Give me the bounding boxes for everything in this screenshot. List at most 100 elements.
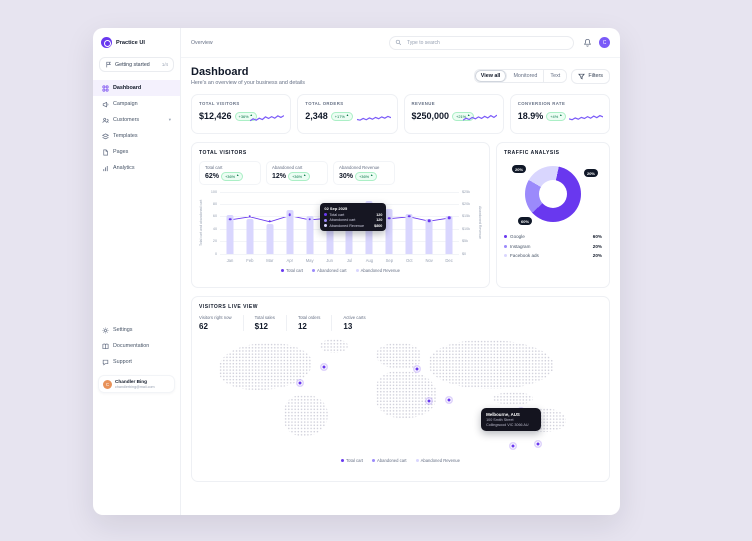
- line-point: [427, 219, 431, 222]
- bar-Sep[interactable]: [385, 208, 393, 254]
- card-title: TRAFFIC ANALYSIS: [504, 150, 560, 156]
- flag-icon: [105, 61, 112, 68]
- map-pin[interactable]: [446, 397, 452, 403]
- up-arrow-icon: ▲: [249, 113, 253, 118]
- page-subtitle: Here's an overview of your business and …: [191, 80, 305, 86]
- chat-icon: [102, 359, 109, 366]
- chart-plot-area[interactable]: 02 Sep 2025 Total cart 120 Abandoned cart…: [220, 191, 459, 255]
- map-pin[interactable]: [535, 441, 541, 447]
- traffic-legend-row-instagram: Instagram 20%: [504, 244, 602, 249]
- line-point: [447, 216, 451, 219]
- notifications-button[interactable]: [581, 37, 593, 49]
- sidebar-item-templates[interactable]: Templates: [93, 128, 180, 144]
- bar-May[interactable]: [306, 216, 314, 254]
- world-map[interactable]: Melbourne, AUS 100 Smith Street Collingw…: [199, 337, 602, 453]
- stat-value: $12,426: [199, 111, 232, 121]
- sidebar-item-label: Pages: [113, 149, 129, 155]
- metric-abandoned-cart: Abandoned cart 12% +36% ▲: [266, 161, 328, 185]
- sidebar-item-label: Documentation: [113, 343, 150, 349]
- bar-Mar[interactable]: [266, 223, 274, 254]
- layers-icon: [102, 132, 109, 140]
- line-point: [308, 218, 311, 221]
- sidebar-item-support[interactable]: Support: [93, 354, 180, 370]
- stat-card-revenue: REVENUE $250,000 +21% ▲: [403, 94, 504, 134]
- sidebar-item-campaign[interactable]: Campaign: [93, 96, 180, 112]
- file-icon: [102, 149, 109, 156]
- sidebar-item-getting-started[interactable]: Getting started 1/4: [99, 57, 174, 72]
- bar-chart-icon: [102, 165, 109, 172]
- card-title: VISITORS LIVE VIEW: [199, 304, 258, 310]
- sidebar-item-pages[interactable]: Pages: [93, 144, 180, 160]
- donut-label: 20%: [512, 165, 527, 173]
- monitored-button[interactable]: Monitored: [507, 70, 545, 82]
- metric-total-cart: Total cart 62% +36% ▲: [199, 161, 261, 185]
- chart-metrics-row: Total cart 62% +36% ▲ Abandoned cart 12% …: [199, 161, 482, 185]
- search-icon: [395, 39, 402, 46]
- user-avatar: C: [103, 379, 112, 389]
- sidebar-item-label: Customers: [113, 117, 140, 123]
- legend-dot: [341, 458, 345, 462]
- brand-logo-icon: [101, 37, 112, 48]
- continent-southeast-asia: [493, 392, 534, 405]
- donut-label: 60%: [518, 217, 533, 225]
- sidebar-item-label: Analytics: [113, 165, 135, 171]
- sidebar-footer: Settings Documentation Support C Chandle…: [93, 322, 180, 394]
- search-box[interactable]: [389, 35, 574, 50]
- page-header: Dashboard Here's an overview of your bus…: [181, 58, 620, 91]
- continent-africa: [376, 371, 437, 418]
- gear-icon: [102, 327, 109, 334]
- live-legend: Total cart Abandoned cart Abandoned Reve…: [199, 458, 602, 463]
- topbar: Overview C: [181, 28, 620, 58]
- bar-chart: Total cart and abandoned cart 100 80 60 40 2…: [199, 190, 482, 263]
- sidebar-item-settings[interactable]: Settings: [93, 322, 180, 338]
- bar-Feb[interactable]: [246, 219, 254, 254]
- bar-Dec[interactable]: [445, 216, 453, 254]
- sparkline-chart: [463, 113, 497, 126]
- up-arrow-icon: ▲: [345, 113, 349, 118]
- legend-dot: [312, 268, 316, 272]
- map-pin[interactable]: [297, 380, 303, 386]
- stat-value: $250,000: [411, 111, 450, 121]
- line-point: [248, 215, 252, 218]
- delta-badge: +17% ▲: [330, 111, 353, 121]
- map-pin[interactable]: [321, 364, 327, 370]
- search-input[interactable]: [405, 38, 568, 47]
- topbar-avatar[interactable]: C: [599, 37, 610, 48]
- bar-Oct[interactable]: [405, 213, 413, 254]
- sidebar-item-customers[interactable]: Customers ▾: [93, 112, 180, 128]
- sidebar-user-card[interactable]: C Chandler Bing chandlerbing@mail.com: [98, 375, 175, 394]
- continent-asia: [428, 339, 554, 389]
- bar-Nov[interactable]: [425, 219, 433, 254]
- getting-started-progress-badge: 1/4: [161, 62, 168, 67]
- y-axis-left-title: Total cart and abandoned cart: [199, 199, 203, 246]
- up-arrow-icon: ▲: [303, 173, 307, 178]
- donut-ring[interactable]: [525, 166, 581, 222]
- text-button[interactable]: Text: [544, 70, 567, 82]
- continent-europe: [376, 343, 421, 369]
- page-actions: View all Monitored Text Filters: [473, 68, 610, 84]
- brand-name: Practice UI: [116, 39, 145, 46]
- up-arrow-icon: ▲: [559, 113, 563, 118]
- view-all-button[interactable]: View all: [474, 70, 508, 82]
- traffic-legend: Google 60% Instagram 20% Facebook ads 20…: [504, 234, 602, 258]
- map-pin[interactable]: [426, 398, 432, 404]
- charts-row: TOTAL VISITORS Total cart 62% +36% ▲ Aban…: [181, 142, 620, 288]
- live-stat-active-carts: Active carts 13: [331, 315, 376, 331]
- map-pin[interactable]: [414, 366, 420, 372]
- bar-Jan[interactable]: [226, 215, 234, 254]
- megaphone-icon: [102, 101, 109, 108]
- map-pin[interactable]: [510, 443, 516, 449]
- sidebar-item-dashboard[interactable]: Dashboard: [93, 80, 180, 96]
- line-point: [268, 219, 272, 223]
- bar-Jul[interactable]: [345, 217, 353, 254]
- chart-tooltip: 02 Sep 2025 Total cart 120 Abandoned cart…: [320, 202, 387, 231]
- legend-dot: [324, 224, 328, 228]
- bar-Apr[interactable]: [286, 210, 294, 254]
- stat-cards-row: TOTAL VISITORS $12,426 +36% ▲ TOTAL ORDER…: [181, 94, 620, 134]
- continent-south-america: [283, 394, 328, 437]
- sidebar-item-analytics[interactable]: Analytics: [93, 160, 180, 176]
- sidebar-item-documentation[interactable]: Documentation: [93, 338, 180, 354]
- up-arrow-icon: ▲: [370, 173, 374, 178]
- filters-button[interactable]: Filters: [571, 68, 610, 84]
- delta-badge: +4% ▲: [546, 111, 567, 121]
